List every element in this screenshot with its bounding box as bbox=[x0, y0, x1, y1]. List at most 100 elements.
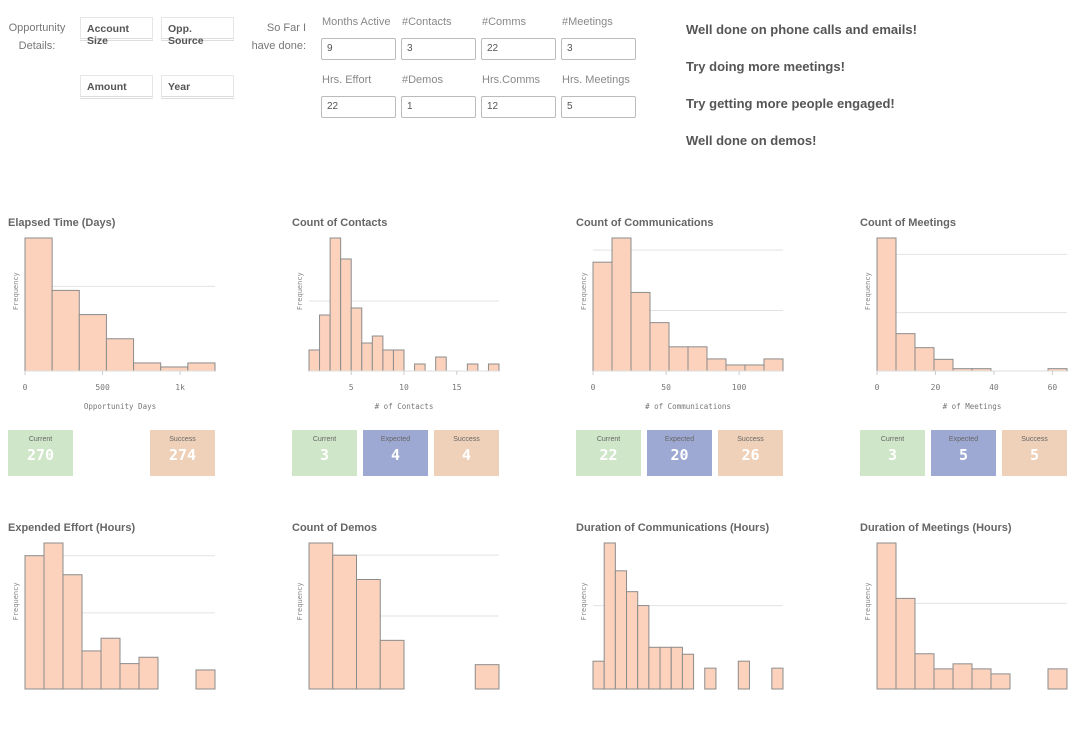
histogram: Frequency bbox=[580, 542, 784, 690]
histogram-bar bbox=[1047, 668, 1068, 690]
histogram-bar bbox=[435, 356, 447, 372]
x-tick-label: 5 bbox=[349, 383, 354, 392]
histogram-bar bbox=[43, 542, 64, 690]
histogram-bar bbox=[614, 570, 628, 690]
field-input[interactable]: 22 bbox=[481, 38, 556, 60]
histogram-bar bbox=[592, 261, 613, 372]
histogram-bar bbox=[933, 358, 954, 372]
account-size-filter[interactable]: Account Size bbox=[80, 17, 153, 47]
kpi-success: Success 26 bbox=[718, 430, 783, 476]
histogram-bar bbox=[119, 663, 140, 690]
field-input[interactable]: 12 bbox=[481, 96, 556, 118]
histogram-bar bbox=[876, 542, 897, 690]
kpi-label: Success bbox=[453, 436, 480, 443]
year-filter[interactable]: Year bbox=[161, 75, 234, 99]
field-input[interactable]: 5 bbox=[561, 96, 636, 118]
histogram-bar bbox=[356, 579, 381, 690]
kpi-label: Current bbox=[312, 436, 337, 443]
field-input[interactable]: 22 bbox=[321, 96, 396, 118]
field-input[interactable]: 9 bbox=[321, 38, 396, 60]
opportunity-details-label: Opportunity Details: bbox=[8, 22, 66, 52]
field-input[interactable]: 3 bbox=[561, 38, 636, 60]
x-tick-label: 15 bbox=[452, 383, 462, 392]
y-axis-label: Frequency bbox=[12, 272, 20, 310]
kpi-current: Current 3 bbox=[860, 430, 925, 476]
histogram-bar bbox=[414, 363, 426, 372]
chart-title: Count of Communications bbox=[576, 217, 714, 229]
chart-title: Duration of Communications (Hours) bbox=[576, 522, 770, 534]
x-tick-label: 500 bbox=[95, 383, 110, 392]
histogram-bar bbox=[24, 237, 53, 372]
histogram-bar bbox=[187, 362, 216, 372]
histogram-bar bbox=[725, 364, 746, 372]
histogram-bar bbox=[744, 364, 765, 372]
kpi-success: Success 5 bbox=[1002, 430, 1067, 476]
y-axis-label: Frequency bbox=[296, 272, 304, 310]
field-label: #Comms bbox=[482, 16, 527, 28]
histogram-bar bbox=[78, 314, 107, 372]
histogram-bar bbox=[990, 673, 1011, 690]
chart-title: Count of Meetings bbox=[860, 217, 956, 229]
histogram-bar bbox=[592, 660, 605, 690]
histogram-bar bbox=[371, 335, 384, 372]
x-axis-label: # of Contacts bbox=[375, 402, 434, 411]
histogram-bar bbox=[340, 258, 352, 372]
histogram-bar bbox=[24, 555, 45, 690]
x-tick-label: 10 bbox=[399, 383, 409, 392]
field-label: Months Active bbox=[322, 16, 391, 28]
feedback-message: Try doing more meetings! bbox=[686, 59, 845, 74]
kpi-expected: Expected 5 bbox=[931, 430, 996, 476]
chart-title: Count of Contacts bbox=[292, 217, 388, 229]
histogram-bar bbox=[379, 639, 405, 690]
histogram-bar bbox=[895, 333, 916, 372]
histogram-bar bbox=[637, 605, 650, 690]
x-axis-label: # of Communications bbox=[645, 402, 731, 411]
opp-source-filter[interactable]: Opp. Source bbox=[161, 17, 234, 47]
histogram-bar bbox=[329, 237, 342, 372]
y-axis-label: Frequency bbox=[296, 582, 304, 620]
histogram-bar bbox=[382, 349, 394, 372]
kpi-value: 4 bbox=[390, 446, 401, 464]
amount-filter[interactable]: Amount bbox=[80, 75, 153, 99]
chart-title: Count of Demos bbox=[292, 522, 377, 534]
kpi-current: Current 3 bbox=[292, 430, 357, 476]
field-input[interactable]: 3 bbox=[401, 38, 476, 60]
histogram: Frequency 0 50 100 # of Communications bbox=[580, 237, 784, 411]
histogram-bar bbox=[392, 349, 405, 372]
x-tick-label: 40 bbox=[989, 383, 999, 392]
kpi-label: Expected bbox=[380, 436, 411, 443]
field-label: Hrs. Effort bbox=[322, 74, 372, 86]
histogram-bar bbox=[648, 646, 661, 690]
histogram-bar bbox=[670, 646, 683, 690]
field-label: Hrs. Meetings bbox=[562, 74, 630, 86]
histogram-bar bbox=[319, 314, 331, 372]
field-label: Hrs.Comms bbox=[482, 74, 541, 86]
kpi-label: Current bbox=[28, 436, 53, 443]
histogram-bar bbox=[914, 347, 935, 372]
field-input[interactable]: 1 bbox=[401, 96, 476, 118]
kpi-label: Expected bbox=[948, 436, 979, 443]
x-tick-label: 0 bbox=[875, 383, 880, 392]
histogram-bar bbox=[81, 650, 102, 690]
field-label: #Meetings bbox=[562, 16, 613, 28]
histogram-bar bbox=[62, 574, 83, 690]
x-tick-label: 0 bbox=[591, 383, 596, 392]
kpi-current: Current 270 bbox=[8, 430, 73, 476]
y-axis-label: Frequency bbox=[864, 272, 872, 310]
kpi-expected: Expected 4 bbox=[363, 430, 428, 476]
kpi-success: Success 4 bbox=[434, 430, 499, 476]
kpi-label: Success bbox=[1021, 436, 1048, 443]
histogram-bar bbox=[350, 307, 363, 372]
histogram-bar bbox=[308, 349, 321, 372]
kpi-success: Success 274 bbox=[150, 430, 215, 476]
feedback-message: Well done on demos! bbox=[686, 133, 817, 148]
kpi-value: 3 bbox=[887, 446, 898, 464]
histogram-bar bbox=[763, 358, 784, 372]
histogram-bar bbox=[466, 363, 479, 372]
histogram-bar bbox=[332, 554, 357, 690]
x-tick-label: 0 bbox=[23, 383, 28, 392]
kpi-value: 4 bbox=[461, 446, 472, 464]
histogram-bar bbox=[487, 363, 500, 372]
chart-title: Duration of Meetings (Hours) bbox=[860, 522, 1012, 534]
chart-title: Expended Effort (Hours) bbox=[8, 522, 136, 534]
